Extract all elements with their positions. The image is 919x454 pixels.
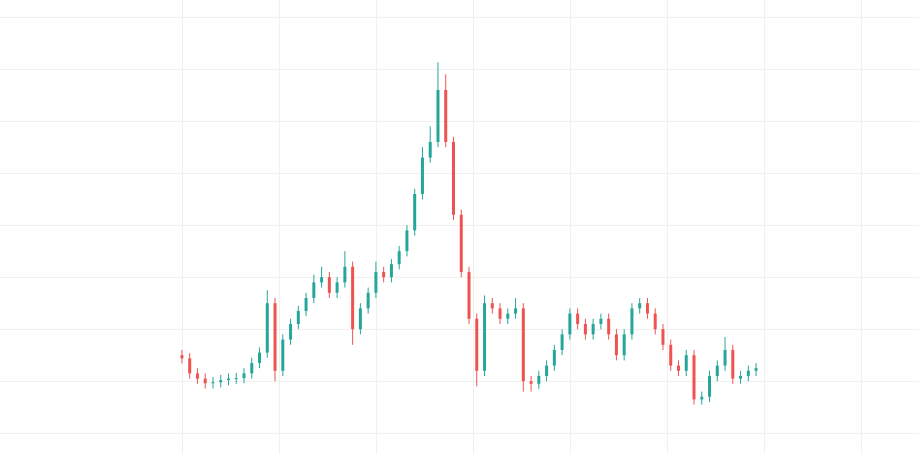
- candle-body: [521, 308, 525, 382]
- candle-body: [568, 313, 572, 335]
- candle-body: [630, 308, 634, 335]
- candle-body: [537, 375, 541, 384]
- candle-body: [389, 264, 393, 278]
- candle-body: [723, 349, 727, 366]
- candle-body: [358, 308, 362, 330]
- candle-body: [320, 277, 324, 283]
- candle-body: [195, 373, 199, 379]
- candle-body: [607, 318, 611, 335]
- candle-body: [467, 271, 471, 319]
- candle-body: [444, 89, 448, 142]
- candle-body: [645, 303, 649, 314]
- candle-body: [731, 349, 735, 379]
- candle-body: [219, 380, 223, 383]
- candle-body: [226, 378, 230, 381]
- candle-body: [335, 282, 339, 293]
- candle-body: [614, 334, 618, 356]
- candle-body: [576, 313, 580, 324]
- candle-body: [351, 266, 355, 330]
- candle-body: [599, 318, 603, 324]
- candle-body: [684, 355, 688, 371]
- candle-body: [405, 230, 409, 252]
- candle-body: [498, 308, 502, 319]
- candle-body: [304, 297, 308, 311]
- candle-body: [545, 365, 549, 376]
- candle-body: [289, 323, 293, 340]
- candle-body: [591, 323, 595, 335]
- candle-body: [754, 368, 758, 371]
- candle-body: [366, 292, 370, 309]
- candle-body: [653, 313, 657, 330]
- candle-body: [638, 303, 642, 309]
- candle-body: [490, 303, 494, 309]
- candle-body: [451, 141, 455, 215]
- candle-body: [552, 349, 556, 366]
- candle-body: [622, 334, 626, 356]
- candle-body: [715, 365, 719, 376]
- candle-body: [242, 373, 246, 379]
- candle-body: [273, 303, 277, 371]
- candle-body: [514, 308, 518, 314]
- candle-body: [188, 358, 192, 374]
- candle-body: [343, 266, 347, 283]
- candle-body: [692, 355, 696, 400]
- candle-body: [420, 157, 424, 194]
- candle-body: [746, 370, 750, 376]
- candle-body: [700, 396, 704, 400]
- candle-body: [413, 193, 417, 231]
- candle-body: [436, 89, 440, 142]
- candle-body: [265, 303, 269, 353]
- candle-body: [708, 375, 712, 397]
- candle-body: [312, 282, 316, 298]
- candle-body: [506, 313, 510, 319]
- candle-body: [327, 277, 331, 293]
- candle-body: [669, 344, 673, 366]
- candle-body: [296, 310, 300, 324]
- candle-body: [281, 339, 285, 371]
- candle-body: [234, 378, 238, 380]
- candle-body: [203, 378, 207, 384]
- candle-body: [180, 355, 184, 359]
- candle-body: [739, 375, 743, 379]
- candle-body: [428, 141, 432, 158]
- candle-body: [560, 334, 564, 350]
- candle-body: [475, 318, 479, 371]
- candle-body: [382, 271, 386, 278]
- candle-body: [529, 381, 533, 384]
- candle-body: [483, 303, 487, 371]
- candle-body: [374, 271, 378, 293]
- candle-body: [250, 362, 254, 374]
- candle-body: [258, 352, 262, 363]
- candle-body: [397, 251, 401, 265]
- candle-body: [676, 365, 680, 371]
- candle-body: [661, 329, 665, 345]
- candle-body: [583, 323, 587, 335]
- candle-body: [211, 382, 215, 384]
- candle-body: [459, 214, 463, 272]
